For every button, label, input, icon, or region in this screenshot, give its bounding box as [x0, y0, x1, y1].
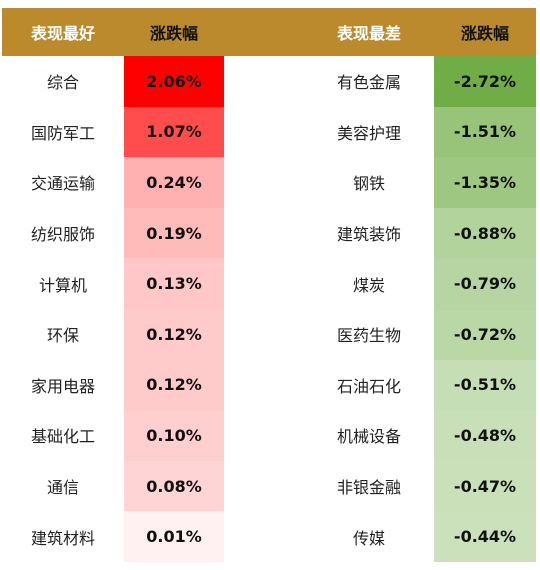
- best-industry-name: 计算机: [38, 275, 87, 295]
- table-row: 通信 0.08% 非银金融 -0.47%: [2, 460, 536, 512]
- best-industry-change: 0.24%: [124, 157, 224, 208]
- table-row: 建筑材料 0.01% 传媒 -0.44%: [2, 511, 536, 562]
- best-industry-name: 建筑材料: [30, 528, 95, 548]
- row-gap: [224, 258, 304, 309]
- row-gap: [224, 511, 304, 562]
- best-industry-name: 综合: [46, 73, 79, 93]
- best-industry-change: 0.10%: [124, 410, 224, 461]
- table-row: 纺织服饰 0.19% 建筑装饰 -0.88%: [2, 207, 536, 259]
- worst-industry-change: -0.47%: [434, 460, 536, 512]
- worst-industry-name: 非银金融: [336, 478, 401, 498]
- best-industry-name: 环保: [46, 326, 79, 346]
- worst-industry-name: 煤炭: [352, 275, 385, 295]
- worst-industry-name: 钢铁: [352, 174, 385, 194]
- row-gap: [224, 461, 304, 512]
- worst-industry-name: 医药生物: [336, 326, 401, 346]
- worst-industry-name: 有色金属: [336, 73, 401, 93]
- best-industry-change: 1.07%: [124, 106, 224, 158]
- header-worst-change: 涨跌幅: [460, 24, 509, 43]
- worst-industry-change: -0.72%: [434, 308, 536, 360]
- worst-industry-change: -0.44%: [434, 511, 536, 562]
- header-worst-label: 表现最差: [336, 24, 401, 43]
- table-row: 国防军工 1.07% 美容护理 -1.51%: [2, 106, 536, 158]
- table-row: 交通运输 0.24% 钢铁 -1.35%: [2, 157, 536, 208]
- row-gap: [224, 157, 304, 208]
- worst-industry-change: -0.79%: [434, 258, 536, 309]
- best-industry-change: 0.08%: [124, 460, 224, 512]
- worst-industry-change: -0.51%: [434, 359, 536, 411]
- worst-industry-name: 美容护理: [336, 123, 401, 143]
- worst-industry-change: -1.35%: [434, 157, 536, 208]
- best-industry-change: 2.06%: [124, 56, 224, 107]
- worst-industry-name: 机械设备: [336, 427, 401, 447]
- best-industry-change: 0.12%: [124, 308, 224, 360]
- best-industry-name: 基础化工: [30, 427, 95, 447]
- best-industry-change: 0.01%: [124, 511, 224, 562]
- row-gap: [224, 360, 304, 411]
- best-industry-name: 交通运输: [30, 174, 95, 194]
- best-industry-name: 通信: [46, 478, 79, 498]
- worst-industry-change: -1.51%: [434, 106, 536, 158]
- industry-performance-table: 表现最好 涨跌幅 表现最差 涨跌幅 综合 2.06% 有色金属 -2.72% 国防军工 1…: [2, 8, 536, 562]
- worst-industry-name: 建筑装饰: [336, 225, 401, 245]
- table-row: 综合 2.06% 有色金属 -2.72%: [2, 56, 536, 107]
- best-industry-change: 0.19%: [124, 207, 224, 259]
- best-industry-name: 国防军工: [30, 123, 95, 143]
- row-gap: [224, 309, 304, 360]
- table-row: 计算机 0.13% 煤炭 -0.79%: [2, 258, 536, 309]
- best-industry-name: 纺织服饰: [30, 225, 95, 245]
- table-row: 家用电器 0.12% 石油石化 -0.51%: [2, 359, 536, 411]
- table-header: 表现最好 涨跌幅 表现最差 涨跌幅: [2, 8, 536, 56]
- best-industry-name: 家用电器: [30, 376, 95, 396]
- header-best-change: 涨跌幅: [149, 24, 198, 43]
- table-row: 环保 0.12% 医药生物 -0.72%: [2, 308, 536, 360]
- worst-industry-change: -0.48%: [434, 410, 536, 461]
- row-gap: [224, 410, 304, 461]
- table-row: 基础化工 0.10% 机械设备 -0.48%: [2, 410, 536, 461]
- worst-industry-change: -2.72%: [434, 56, 536, 107]
- worst-industry-name: 传媒: [352, 528, 385, 548]
- row-gap: [224, 56, 304, 107]
- best-industry-change: 0.13%: [124, 258, 224, 309]
- table-body: 综合 2.06% 有色金属 -2.72% 国防军工 1.07% 美容护理 -1.51% 交通运输…: [2, 56, 536, 562]
- header-best-label: 表现最好: [30, 24, 95, 43]
- row-gap: [224, 107, 304, 158]
- worst-industry-change: -0.88%: [434, 207, 536, 259]
- row-gap: [224, 208, 304, 259]
- worst-industry-name: 石油石化: [336, 376, 401, 396]
- header-gap: [224, 8, 304, 56]
- best-industry-change: 0.12%: [124, 359, 224, 411]
